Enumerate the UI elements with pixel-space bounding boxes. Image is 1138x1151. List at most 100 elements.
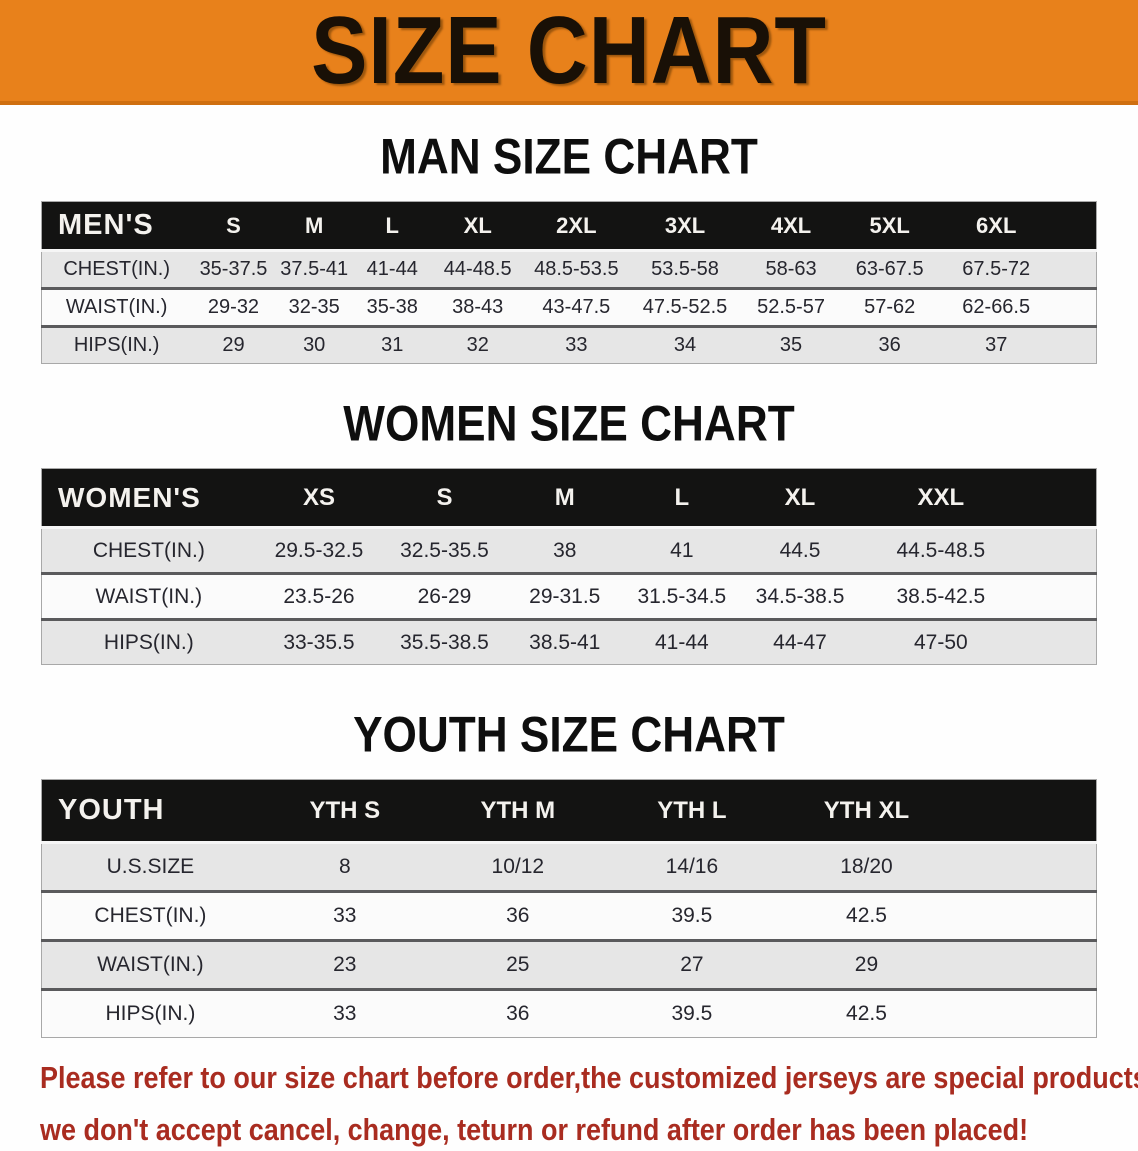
size-cell: 33 bbox=[565, 334, 588, 356]
table-row: CHEST(IN.) 29.5-32.5 32.5-35.5 38 41 44.… bbox=[41, 527, 1097, 574]
size-cell: 39.5 bbox=[671, 1002, 713, 1025]
row-label: WAIST(IN.) bbox=[65, 296, 168, 318]
column-header: YTH M bbox=[480, 796, 556, 824]
size-cell: 25 bbox=[506, 953, 530, 976]
size-cell: 35.5-38.5 bbox=[400, 630, 489, 654]
size-cell: 41-44 bbox=[366, 258, 418, 280]
disclaimer: Please refer to our size chart before or… bbox=[40, 1058, 1138, 1151]
size-cell: 58-63 bbox=[765, 258, 817, 280]
size-cell: 42.5 bbox=[846, 904, 887, 927]
women-size-table: WOMEN'S XS S M L XL XXL CHEST(IN.) 29.5-… bbox=[41, 468, 1097, 665]
size-cell: 48.5-53.5 bbox=[534, 258, 619, 280]
row-label: CHEST(IN.) bbox=[63, 258, 170, 280]
size-cell: 44-47 bbox=[773, 630, 827, 654]
youth-header-row: YOUTH YTH S YTH M YTH L YTH XL bbox=[41, 779, 1097, 843]
table-row: HIPS(IN.) 33 36 39.5 42.5 bbox=[41, 989, 1097, 1038]
spacer-cell bbox=[954, 990, 1096, 1038]
size-cell: 36 bbox=[506, 904, 530, 927]
size-cell: 26-29 bbox=[417, 584, 472, 608]
column-header: S bbox=[226, 212, 241, 238]
size-cell: 36 bbox=[878, 334, 901, 356]
size-cell: 23.5-26 bbox=[283, 584, 355, 608]
column-header: M bbox=[305, 212, 324, 238]
column-header: YTH XL bbox=[823, 796, 910, 824]
size-cell: 33-35.5 bbox=[283, 630, 355, 654]
size-cell: 39.5 bbox=[671, 904, 713, 927]
column-header: S bbox=[436, 483, 453, 511]
row-label: HIPS(IN.) bbox=[73, 334, 160, 356]
size-cell: 37 bbox=[985, 334, 1008, 356]
row-label: HIPS(IN.) bbox=[103, 630, 194, 654]
men-section: MAN SIZE CHART MEN'S S M L XL 2XL 3XL 4X… bbox=[0, 105, 1138, 364]
size-cell: 38.5-42.5 bbox=[896, 584, 986, 608]
disclaimer-line-1: Please refer to our size chart before or… bbox=[40, 1060, 1138, 1095]
size-cell: 32 bbox=[466, 334, 489, 356]
spacer-cell bbox=[954, 892, 1096, 941]
column-header: YTH L bbox=[657, 796, 727, 824]
size-cell: 30 bbox=[303, 334, 326, 356]
spacer-cell bbox=[1023, 469, 1097, 528]
youth-section: YOUTH SIZE CHART YOUTH YTH S YTH M YTH L… bbox=[0, 665, 1138, 1038]
spacer-cell bbox=[1054, 327, 1096, 364]
spacer-cell bbox=[954, 941, 1096, 990]
size-cell: 38-43 bbox=[452, 296, 504, 318]
row-label: HIPS(IN.) bbox=[105, 1002, 196, 1025]
size-cell: 33 bbox=[333, 1002, 357, 1025]
row-label: CHEST(IN.) bbox=[94, 904, 207, 927]
youth-section-heading: YOUTH SIZE CHART bbox=[353, 705, 785, 763]
youth-group-label: YOUTH bbox=[58, 794, 165, 826]
size-cell: 34 bbox=[673, 334, 697, 356]
size-cell: 33 bbox=[333, 904, 357, 927]
women-header-row: WOMEN'S XS S M L XL XXL bbox=[41, 468, 1097, 528]
size-cell: 67.5-72 bbox=[962, 258, 1031, 280]
size-cell: 14/16 bbox=[665, 855, 719, 878]
row-label: CHEST(IN.) bbox=[92, 538, 205, 562]
size-cell: 32-35 bbox=[288, 296, 340, 318]
size-cell: 52.5-57 bbox=[757, 296, 825, 318]
column-header: XL bbox=[784, 483, 816, 511]
size-cell: 32.5-35.5 bbox=[400, 538, 489, 562]
spacer-cell bbox=[1023, 620, 1097, 665]
row-label: U.S.SIZE bbox=[106, 855, 195, 878]
table-row: CHEST(IN.) 35-37.5 37.5-41 41-44 44-48.5… bbox=[41, 250, 1097, 289]
size-cell: 41 bbox=[670, 538, 694, 562]
size-cell: 44.5 bbox=[779, 538, 821, 562]
size-cell: 31.5-34.5 bbox=[637, 584, 727, 608]
size-cell: 38.5-41 bbox=[529, 630, 601, 654]
column-header: 6XL bbox=[976, 212, 1017, 238]
size-cell: 41-44 bbox=[655, 630, 709, 654]
size-cell: 31 bbox=[381, 334, 404, 356]
spacer-cell bbox=[1054, 202, 1096, 251]
size-cell: 35-38 bbox=[366, 296, 418, 318]
column-header: 3XL bbox=[664, 212, 706, 238]
size-cell: 18/20 bbox=[840, 855, 893, 878]
spacer-cell bbox=[1054, 289, 1096, 327]
row-label: WAIST(IN.) bbox=[95, 584, 203, 608]
men-group-label: MEN'S bbox=[58, 209, 154, 241]
size-cell: 47-50 bbox=[913, 630, 968, 654]
size-cell: 43-47.5 bbox=[542, 296, 611, 318]
size-cell: 62-66.5 bbox=[962, 296, 1031, 318]
spacer-cell bbox=[1023, 528, 1097, 574]
youth-size-table: YOUTH YTH S YTH M YTH L YTH XL U.S.SIZE … bbox=[41, 779, 1097, 1038]
size-cell: 57-62 bbox=[864, 296, 916, 318]
size-cell: 8 bbox=[338, 855, 351, 878]
table-row: CHEST(IN.) 33 36 39.5 42.5 bbox=[41, 891, 1097, 941]
size-cell: 44.5-48.5 bbox=[896, 538, 986, 562]
men-section-heading: MAN SIZE CHART bbox=[380, 127, 758, 185]
women-section-heading: WOMEN SIZE CHART bbox=[343, 394, 795, 452]
disclaimer-line-2: we don't accept cancel, change, teturn o… bbox=[40, 1112, 1029, 1148]
size-cell: 35 bbox=[779, 334, 803, 356]
size-cell: 34.5-38.5 bbox=[755, 584, 845, 608]
size-cell: 29-32 bbox=[207, 296, 260, 318]
size-cell: 47.5-52.5 bbox=[642, 296, 728, 318]
column-header: 4XL bbox=[770, 212, 812, 238]
page-title: SIZE CHART bbox=[311, 0, 827, 104]
size-cell: 44-48.5 bbox=[443, 258, 512, 280]
size-cell: 36 bbox=[506, 1002, 530, 1025]
column-header: XL bbox=[463, 212, 492, 238]
table-row: WAIST(IN.) 29-32 32-35 35-38 38-43 43-47… bbox=[41, 288, 1097, 327]
size-cell: 29 bbox=[222, 334, 245, 356]
size-cell: 23 bbox=[333, 953, 357, 976]
